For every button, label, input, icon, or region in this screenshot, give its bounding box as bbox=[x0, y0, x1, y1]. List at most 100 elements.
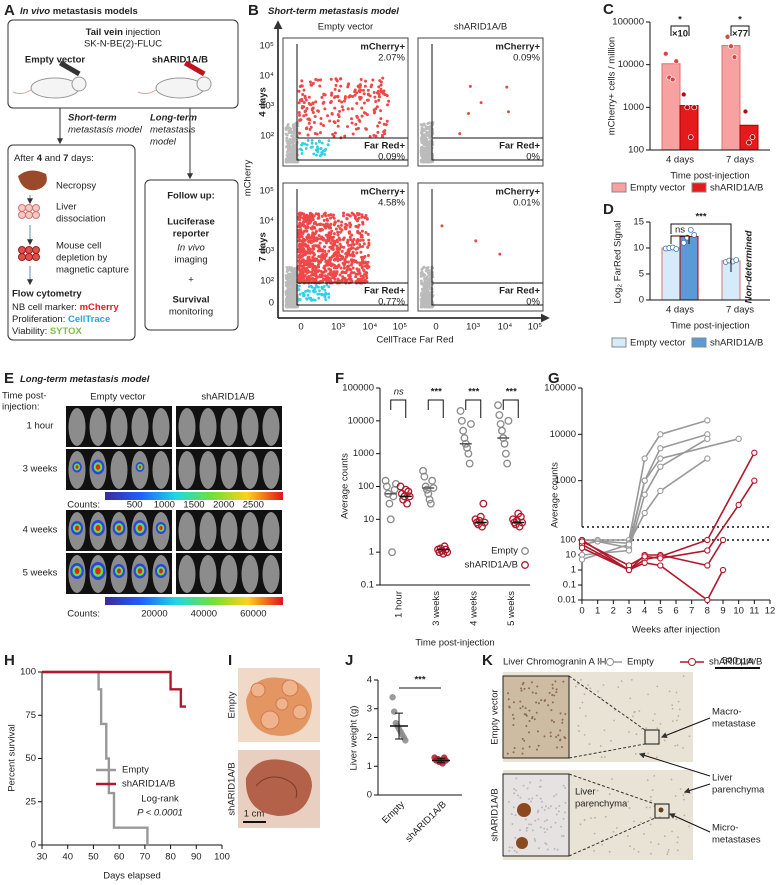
event bbox=[474, 239, 478, 243]
event bbox=[506, 110, 510, 114]
event bbox=[306, 247, 310, 251]
event bbox=[343, 96, 347, 100]
data-point bbox=[457, 416, 466, 425]
label: After 4 and 7 days: bbox=[14, 153, 94, 164]
data-point bbox=[578, 556, 586, 563]
texture bbox=[553, 694, 556, 697]
data-point bbox=[641, 509, 648, 517]
event bbox=[302, 212, 306, 216]
event bbox=[332, 263, 336, 267]
event bbox=[429, 152, 433, 156]
tumor bbox=[517, 803, 531, 817]
data-point bbox=[428, 476, 437, 485]
y-tick-label: 10000 bbox=[550, 429, 576, 440]
shape bbox=[137, 89, 157, 95]
event bbox=[364, 271, 368, 275]
texture bbox=[574, 685, 577, 688]
label: Follow up: bbox=[167, 191, 215, 202]
data-point bbox=[704, 417, 711, 424]
data-point bbox=[684, 104, 691, 111]
texture bbox=[675, 719, 678, 722]
event bbox=[305, 297, 309, 301]
text-part: In vivo bbox=[20, 6, 50, 17]
event bbox=[366, 88, 370, 92]
survival-curve bbox=[42, 670, 149, 845]
event bbox=[285, 300, 289, 303]
texture bbox=[550, 719, 553, 722]
event bbox=[420, 158, 424, 162]
data-point bbox=[704, 547, 711, 554]
axis-title: Percent survival bbox=[7, 724, 18, 792]
y-tick-label: 100 bbox=[560, 535, 576, 546]
event bbox=[351, 246, 355, 250]
texture bbox=[556, 746, 559, 749]
label: Liver bbox=[575, 787, 596, 798]
event bbox=[350, 233, 354, 237]
texture bbox=[540, 806, 543, 809]
data-point bbox=[388, 548, 396, 557]
event bbox=[310, 218, 314, 222]
event bbox=[334, 77, 338, 81]
data-point bbox=[382, 482, 391, 491]
shape bbox=[71, 76, 87, 92]
event bbox=[285, 297, 288, 301]
texture bbox=[555, 813, 558, 816]
event bbox=[385, 103, 389, 107]
event bbox=[341, 108, 345, 112]
label: 0 bbox=[298, 322, 303, 333]
texture bbox=[514, 836, 517, 839]
event bbox=[336, 233, 340, 237]
mouse bbox=[220, 451, 238, 489]
event bbox=[362, 261, 366, 265]
data-point bbox=[459, 426, 468, 435]
label: * bbox=[678, 15, 682, 26]
label: 0.09% bbox=[513, 53, 540, 64]
event bbox=[358, 243, 362, 247]
event bbox=[429, 140, 433, 144]
event bbox=[324, 298, 328, 302]
bar bbox=[679, 236, 699, 301]
label: metastase bbox=[712, 719, 756, 730]
event bbox=[429, 271, 433, 274]
event bbox=[323, 254, 327, 258]
bracket bbox=[730, 25, 750, 36]
label: 10³ bbox=[466, 322, 480, 333]
event bbox=[307, 255, 311, 259]
event bbox=[310, 107, 314, 111]
texture bbox=[554, 821, 557, 824]
event bbox=[381, 76, 385, 80]
event bbox=[300, 79, 304, 83]
event bbox=[332, 270, 336, 274]
event bbox=[379, 80, 383, 84]
event bbox=[329, 77, 333, 81]
event bbox=[422, 265, 426, 269]
event bbox=[383, 132, 387, 136]
texture bbox=[558, 804, 561, 807]
label: Liver Chromogranin A IHC bbox=[503, 657, 613, 668]
event bbox=[297, 288, 301, 292]
texture bbox=[675, 691, 678, 694]
label: Viability: SYTOX bbox=[12, 326, 83, 337]
mouse bbox=[178, 512, 196, 550]
texture bbox=[584, 715, 587, 717]
event bbox=[346, 83, 350, 87]
x-tick-label: 4 days bbox=[666, 305, 694, 316]
event bbox=[299, 276, 303, 280]
data-point bbox=[704, 435, 711, 442]
event bbox=[380, 89, 384, 93]
event bbox=[329, 222, 333, 226]
y-tick-label: 100 bbox=[20, 667, 36, 678]
error-bar bbox=[437, 757, 445, 764]
event bbox=[292, 269, 295, 273]
texture bbox=[653, 713, 656, 715]
data-point bbox=[680, 239, 687, 246]
event bbox=[327, 276, 331, 280]
event bbox=[352, 238, 356, 242]
data-point bbox=[657, 463, 664, 470]
texture bbox=[535, 692, 538, 695]
event bbox=[364, 214, 368, 218]
event bbox=[358, 88, 362, 92]
event bbox=[289, 159, 293, 163]
data-point bbox=[504, 416, 513, 425]
event bbox=[339, 230, 343, 234]
